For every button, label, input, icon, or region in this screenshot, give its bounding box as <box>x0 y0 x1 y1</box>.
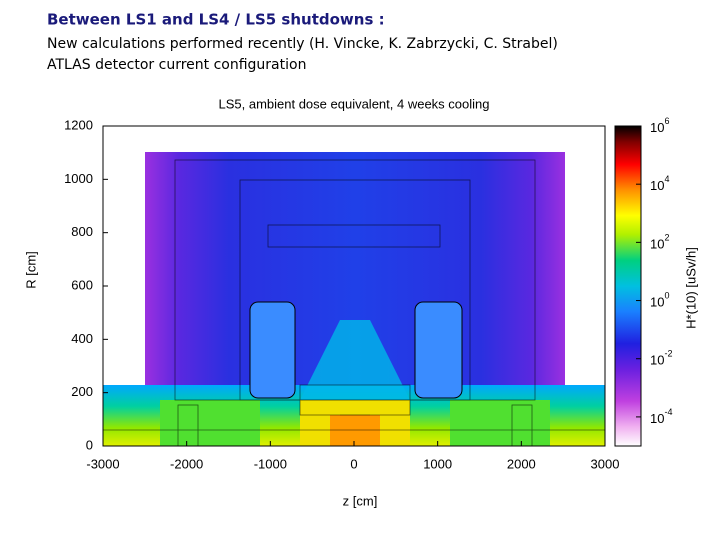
x-tick-label: 1000 <box>423 456 452 471</box>
y-axis-label: R [cm] <box>23 251 38 289</box>
colorbar-tick-label: 104 <box>650 175 669 194</box>
tick-base: 10 <box>650 179 664 194</box>
x-axis-label: z [cm] <box>343 493 378 508</box>
colorbar-tick-label: 102 <box>650 233 669 252</box>
tick-exponent: 2 <box>664 233 669 243</box>
colorbar <box>614 125 642 447</box>
x-tick-label: 3000 <box>591 456 620 471</box>
slide-line: New calculations performed recently (H. … <box>47 36 558 52</box>
tick-base: 10 <box>650 411 664 426</box>
region <box>414 301 463 399</box>
region <box>160 400 260 446</box>
region <box>330 415 380 446</box>
x-tick-label: -1000 <box>254 456 287 471</box>
x-tick-label: -3000 <box>86 456 119 471</box>
plot-title: LS5, ambient dose equivalent, 4 weeks co… <box>218 96 489 111</box>
y-tick-label: 0 <box>86 437 93 452</box>
slide-line: ATLAS detector current configuration <box>47 57 306 73</box>
y-tick-label: 200 <box>71 384 93 399</box>
tick-exponent: 0 <box>664 291 669 301</box>
tick-base: 10 <box>650 237 664 252</box>
y-tick-label: 800 <box>71 224 93 239</box>
colorbar-tick-label: 10-4 <box>650 407 672 426</box>
x-tick-label: 0 <box>350 456 357 471</box>
slide-title: Between LS1 and LS4 / LS5 shutdowns : <box>47 11 385 29</box>
tick-base: 10 <box>650 295 664 310</box>
y-tick-label: 1200 <box>64 117 93 132</box>
colorbar-label: H*(10) [uSv/h] <box>683 247 698 329</box>
tick-exponent: 6 <box>664 116 669 126</box>
tick-exponent: -4 <box>664 407 672 417</box>
region <box>300 320 410 400</box>
colorbar-tick-label: 100 <box>650 291 669 310</box>
colorbar-tick-label: 106 <box>650 116 669 135</box>
tick-base: 10 <box>650 120 664 135</box>
tick-exponent: -2 <box>664 349 672 359</box>
tick-base: 10 <box>650 353 664 368</box>
region <box>249 301 296 399</box>
dose-map <box>103 152 605 447</box>
x-tick-label: 2000 <box>507 456 536 471</box>
colorbar-tick-label: 10-2 <box>650 349 672 368</box>
x-tick-label: -2000 <box>170 456 203 471</box>
tick-exponent: 4 <box>664 175 669 185</box>
y-tick-label: 600 <box>71 277 93 292</box>
y-tick-label: 1000 <box>64 171 93 186</box>
y-tick-label: 400 <box>71 331 93 346</box>
region <box>450 400 550 446</box>
